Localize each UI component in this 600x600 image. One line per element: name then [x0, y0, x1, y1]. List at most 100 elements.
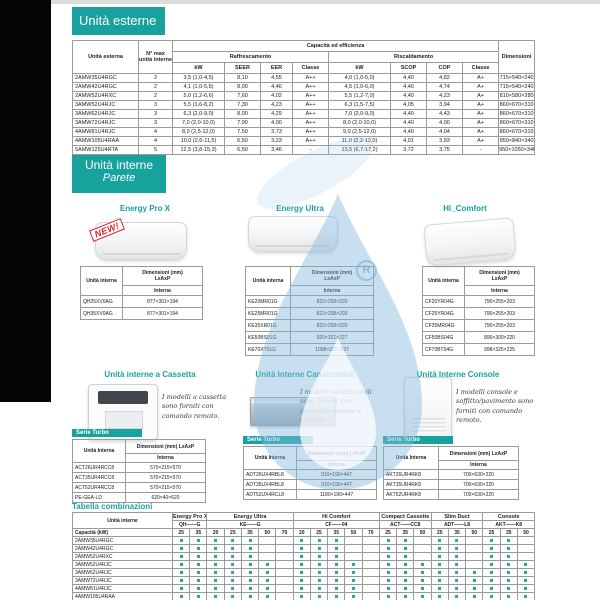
value-cell: 700×630×220 — [438, 489, 519, 500]
compatibility-dot-cell — [516, 584, 536, 593]
combo-group-name: Console — [482, 512, 536, 521]
empty-cell — [344, 552, 363, 561]
combo-group-name: Compact Cassette — [378, 512, 432, 521]
value-cell: 3,73 — [260, 127, 293, 137]
value-cell: 7,0 (2,0-10,0) — [172, 118, 225, 128]
combo-capacity: 25 — [223, 528, 242, 537]
compatibility-dot-cell — [344, 576, 363, 585]
value-cell: A++ — [292, 91, 329, 101]
compatibility-dot — [196, 555, 200, 558]
model-cell: ADT26UX4RBL8 — [243, 469, 297, 480]
compatibility-dot-cell — [344, 592, 363, 600]
combo-capacity: 25 — [171, 528, 191, 537]
serie-turbo-band-console: Serie Turbo — [383, 436, 453, 444]
dim-label-2: LxAxP — [324, 276, 340, 282]
table-row: ACT35UR4RCC8 570×215×570 — [72, 472, 206, 483]
compatibility-dot-cell — [292, 560, 311, 569]
compatibility-dot — [248, 579, 252, 582]
value-cell: 4,23 — [426, 91, 463, 101]
compatibility-dot — [507, 595, 511, 598]
value-cell: 877×301×194 — [122, 307, 203, 320]
model-cell: 2AMW42U4RGC — [72, 82, 139, 92]
compatibility-dot — [214, 563, 218, 566]
compatibility-dot — [489, 563, 493, 566]
compatibility-dot — [334, 563, 338, 566]
compatibility-dot-cell — [499, 576, 518, 585]
watermark-swoosh — [247, 123, 383, 223]
table-row: KE35XR01G 822×258×203 — [245, 319, 374, 332]
compatibility-dot — [179, 555, 183, 558]
external-units-table: Unità esterna N° max unità interne Capac… — [72, 40, 536, 155]
value-cell: 860×670×310 — [498, 118, 536, 128]
compatibility-dot — [265, 595, 269, 598]
model-cell: QH25XV0AG — [80, 295, 123, 308]
compatibility-dot — [179, 571, 183, 574]
compatibility-dot-cell — [309, 568, 329, 577]
compatibility-dot-cell — [258, 576, 277, 585]
col-header-kw-heat: kW — [328, 62, 391, 74]
compatibility-dot-cell — [413, 568, 432, 577]
dim-label-1: Dimensioni (mm) — [307, 450, 349, 457]
empty-cell — [465, 544, 484, 553]
compatibility-dot — [196, 539, 200, 542]
compatibility-dot — [386, 571, 390, 574]
compatibility-dot-cell — [378, 560, 398, 569]
value-cell: 8,0 (2,5-12,0) — [172, 127, 225, 137]
table-row: 3AMW72U4RJC 3 7,0 (2,0-10,0) 7,90 4,00 A++ 8,0… — [72, 118, 536, 128]
table-row: PE-GEA-LD 620×40×620 — [72, 492, 206, 503]
serie-turbo-band-canalizzabili: Serie Turbo — [243, 436, 313, 444]
compatibility-dot — [386, 587, 390, 590]
empty-cell — [361, 552, 380, 561]
combo-group-pattern: QH——G — [171, 520, 208, 529]
combo-row: 2AMW42U4RGC — [72, 544, 536, 553]
col-header-max-units: N° max unità interne — [138, 40, 173, 74]
compatibility-dot-cell — [378, 576, 398, 585]
compatibility-dot-cell — [240, 584, 260, 593]
table-row: ACT26UR4RCC8 570×215×570 — [72, 462, 206, 473]
compatibility-dot — [352, 587, 356, 590]
compatibility-dot — [455, 563, 459, 566]
compatibility-dot-cell — [240, 552, 260, 561]
compatibility-dot — [317, 571, 321, 574]
compatibility-dot — [386, 563, 390, 566]
combo-capacity: 50 — [465, 528, 484, 537]
empty-cell — [516, 544, 536, 553]
cassette-grille — [97, 391, 149, 404]
compatibility-dot-cell — [516, 576, 536, 585]
value-cell: 998×325×225 — [464, 343, 535, 356]
compatibility-dot — [489, 547, 493, 550]
value-cell: 3,23 — [260, 136, 293, 146]
compatibility-dot-cell — [223, 552, 242, 561]
compatibility-dot-cell — [309, 552, 329, 561]
table-row: ACT52UR4RCC8 570×215×570 — [72, 482, 206, 493]
compatibility-dot-cell — [171, 552, 191, 561]
compatibility-dot-cell — [171, 584, 191, 593]
compatibility-dot — [265, 579, 269, 582]
product-title-energy-pro-x: Energy Pro X — [119, 204, 171, 213]
cassette-vent — [105, 411, 143, 429]
mini-col-interna: Interna — [464, 285, 535, 296]
table-row: AKT52UR4RK8 700×630×220 — [383, 489, 519, 500]
compatibility-dot-cell — [171, 536, 191, 545]
empty-cell — [258, 536, 277, 545]
serie-turbo-band-cassetta: Serie Turbo — [72, 429, 142, 437]
compatibility-dot — [421, 595, 425, 598]
compatibility-dot — [507, 547, 511, 550]
compatibility-dot — [524, 587, 528, 590]
compatibility-dot — [231, 579, 235, 582]
compatibility-dot — [214, 547, 218, 550]
compatibility-dot-cell — [499, 568, 518, 577]
value-cell: 12,5 (3,8-15,3) — [172, 145, 225, 155]
value-cell: 4,04 — [426, 127, 463, 137]
value-cell: - — [461, 145, 500, 155]
compatibility-dot — [489, 571, 493, 574]
compatibility-dot-cell — [396, 536, 415, 545]
compatibility-dot — [265, 571, 269, 574]
compatibility-dot — [248, 595, 252, 598]
compatibility-dot-cell — [206, 568, 225, 577]
compatibility-dot — [352, 563, 356, 566]
value-cell: A+ — [461, 118, 500, 128]
value-cell: 790×255×203 — [464, 307, 535, 320]
empty-cell — [413, 544, 432, 553]
value-cell: 3 — [138, 100, 173, 110]
